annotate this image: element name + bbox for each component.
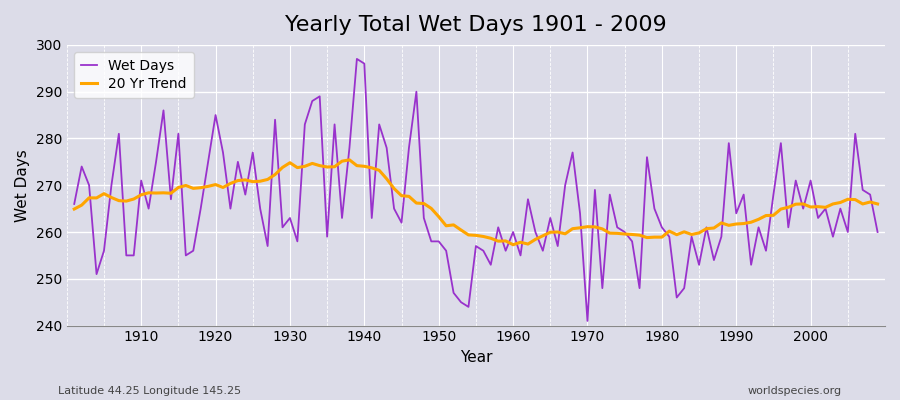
Wet Days: [68, 202, 79, 206]
20 Yr Trend: [337, 159, 347, 164]
X-axis label: Year: Year: [460, 350, 492, 365]
Wet Days: [352, 56, 363, 61]
Wet Days: [582, 318, 593, 323]
20 Yr Trend: [508, 242, 518, 247]
Wet Days: [292, 239, 302, 244]
Wet Days: [508, 230, 518, 234]
20 Yr Trend: [68, 207, 79, 212]
Wet Days: [515, 253, 526, 258]
Text: Latitude 44.25 Longitude 145.25: Latitude 44.25 Longitude 145.25: [58, 386, 241, 396]
Line: Wet Days: Wet Days: [74, 59, 878, 321]
20 Yr Trend: [872, 202, 883, 206]
Title: Yearly Total Wet Days 1901 - 2009: Yearly Total Wet Days 1901 - 2009: [285, 15, 667, 35]
Text: worldspecies.org: worldspecies.org: [747, 386, 842, 396]
20 Yr Trend: [129, 197, 140, 202]
Legend: Wet Days, 20 Yr Trend: Wet Days, 20 Yr Trend: [74, 52, 194, 98]
20 Yr Trend: [612, 231, 623, 236]
Wet Days: [337, 216, 347, 220]
20 Yr Trend: [344, 158, 355, 162]
Wet Days: [129, 253, 140, 258]
20 Yr Trend: [292, 165, 302, 170]
Y-axis label: Wet Days: Wet Days: [15, 149, 30, 222]
Line: 20 Yr Trend: 20 Yr Trend: [74, 160, 878, 245]
20 Yr Trend: [523, 242, 534, 246]
Wet Days: [612, 225, 623, 230]
Wet Days: [872, 230, 883, 234]
20 Yr Trend: [515, 240, 526, 245]
